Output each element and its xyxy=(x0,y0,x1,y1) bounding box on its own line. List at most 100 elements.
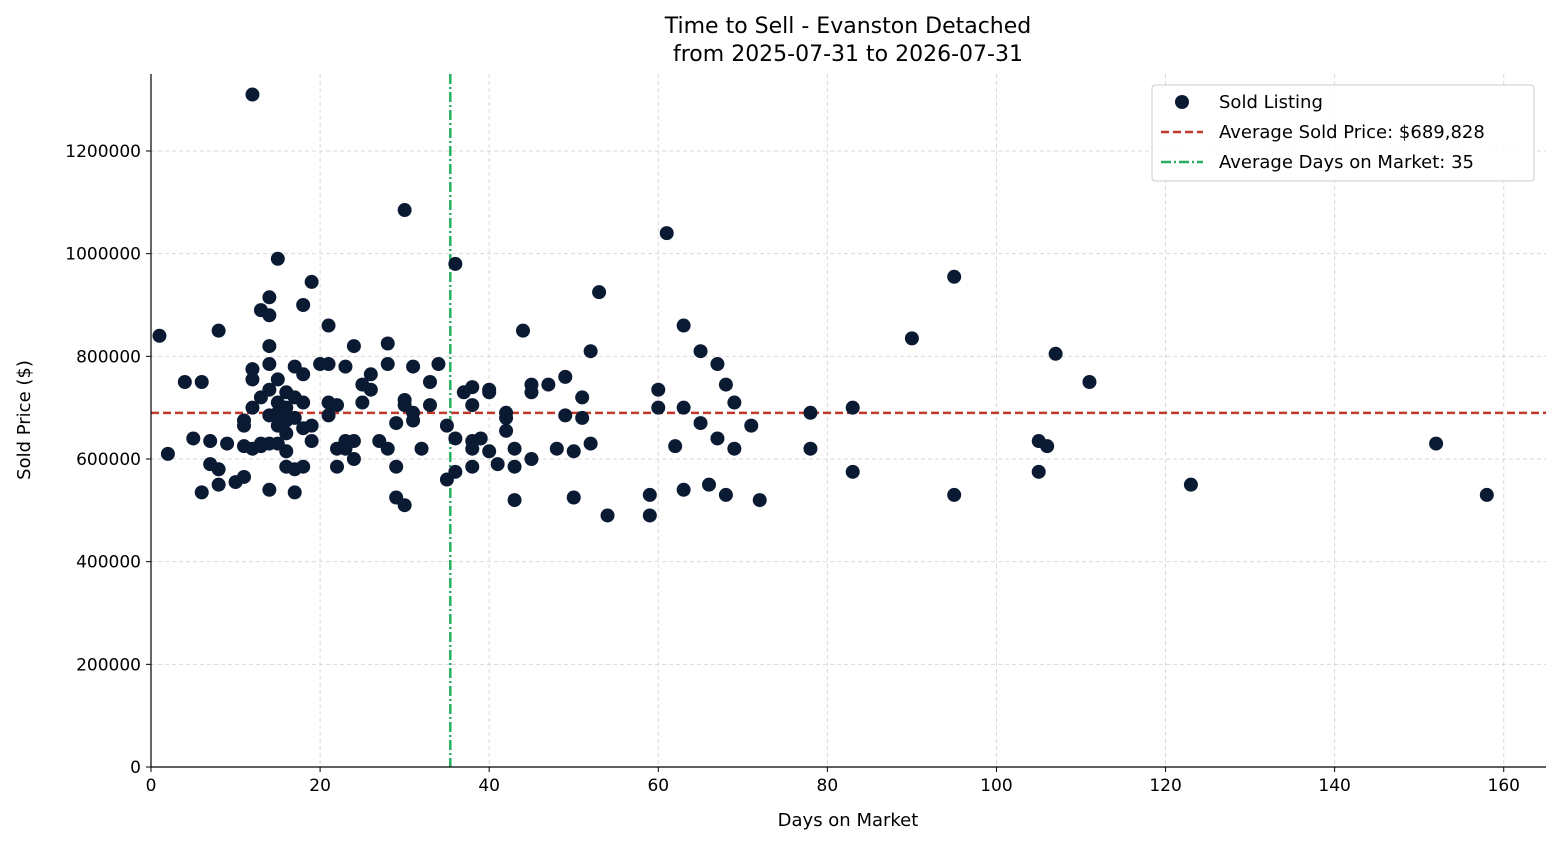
chart-title-line1: Time to Sell - Evanston Detached xyxy=(664,14,1032,39)
data-point xyxy=(710,357,725,372)
data-point xyxy=(330,398,344,413)
x-tick-label: 0 xyxy=(146,776,157,796)
x-tick-label: 100 xyxy=(980,776,1012,796)
data-point xyxy=(566,444,581,459)
data-point xyxy=(651,382,666,397)
data-point xyxy=(702,477,716,492)
data-point xyxy=(473,431,488,446)
data-point xyxy=(346,339,361,354)
data-point xyxy=(346,434,361,449)
y-tick-label: 600000 xyxy=(76,450,141,470)
data-point xyxy=(947,487,962,502)
data-point xyxy=(524,385,539,400)
data-point xyxy=(194,485,209,500)
data-point xyxy=(465,380,480,395)
data-point xyxy=(380,357,395,372)
data-point xyxy=(279,444,294,459)
data-point xyxy=(177,375,192,389)
data-point xyxy=(642,487,657,502)
data-point xyxy=(541,377,556,392)
legend-label-sold-listing: Sold Listing xyxy=(1219,92,1323,113)
data-point xyxy=(448,464,463,479)
data-point xyxy=(262,290,277,305)
data-point xyxy=(482,444,497,459)
data-point xyxy=(304,418,319,433)
y-axis-title: Sold Price ($) xyxy=(14,360,35,480)
data-point xyxy=(803,405,818,420)
data-point xyxy=(549,441,564,456)
data-point xyxy=(1082,375,1097,389)
data-point xyxy=(262,482,277,497)
chart-title-line2: from 2025-07-31 to 2026-07-31 xyxy=(673,42,1023,67)
data-point xyxy=(279,426,294,441)
data-point xyxy=(304,434,319,449)
data-point xyxy=(270,251,285,266)
data-point xyxy=(727,441,742,456)
data-point xyxy=(321,357,336,372)
data-point xyxy=(1031,464,1046,479)
data-point xyxy=(659,226,674,241)
data-point xyxy=(338,359,353,374)
data-point xyxy=(152,328,167,343)
data-point xyxy=(330,459,344,474)
y-tick-label: 1000000 xyxy=(65,245,141,265)
data-point xyxy=(448,431,463,446)
axes xyxy=(146,74,1546,772)
data-point xyxy=(507,441,522,456)
data-point xyxy=(507,459,522,474)
data-point xyxy=(676,318,691,333)
data-point xyxy=(600,508,615,523)
data-point xyxy=(363,382,378,397)
data-point xyxy=(524,452,539,466)
data-point xyxy=(752,493,767,508)
data-point xyxy=(279,400,294,415)
data-point xyxy=(262,339,277,354)
data-point xyxy=(718,487,733,502)
data-point xyxy=(186,431,201,446)
legend-box xyxy=(1151,84,1535,182)
data-point xyxy=(575,410,590,425)
data-point xyxy=(211,477,226,492)
data-point xyxy=(270,372,285,387)
data-point xyxy=(1429,436,1444,451)
data-point xyxy=(321,408,336,423)
data-point xyxy=(296,459,311,474)
legend-label-avg-days: Average Days on Market: 35 xyxy=(1219,152,1474,173)
data-point xyxy=(566,490,581,505)
legend-point-marker xyxy=(1175,95,1189,109)
data-points xyxy=(152,87,1494,523)
data-point xyxy=(490,457,505,472)
data-point xyxy=(516,323,530,338)
data-point xyxy=(465,441,480,456)
y-tick-label: 400000 xyxy=(76,553,141,573)
data-point xyxy=(592,285,607,300)
x-tick-label: 20 xyxy=(309,776,331,796)
data-point xyxy=(431,357,446,372)
data-point xyxy=(262,308,277,323)
data-point xyxy=(710,431,725,446)
data-point xyxy=(947,269,962,284)
x-tick-label: 140 xyxy=(1318,776,1350,796)
data-point xyxy=(507,493,522,508)
x-axis-title: Days on Market xyxy=(778,810,919,831)
data-point xyxy=(465,398,480,413)
legend: Sold Listing Average Sold Price: $689,82… xyxy=(1151,84,1535,182)
data-point xyxy=(803,441,818,456)
data-point xyxy=(203,434,218,449)
data-point xyxy=(237,469,251,484)
data-point xyxy=(499,410,514,425)
data-point xyxy=(718,377,733,392)
data-point xyxy=(482,385,497,400)
data-point xyxy=(211,323,226,338)
data-point xyxy=(406,413,421,428)
data-point xyxy=(304,274,319,289)
data-point xyxy=(448,256,463,271)
data-point xyxy=(245,372,260,387)
data-point xyxy=(211,462,226,477)
data-point xyxy=(499,423,514,438)
data-point xyxy=(651,400,666,415)
legend-label-avg-price: Average Sold Price: $689,828 xyxy=(1219,122,1485,143)
data-point xyxy=(355,395,370,410)
data-point xyxy=(296,367,311,382)
data-point xyxy=(423,375,437,389)
